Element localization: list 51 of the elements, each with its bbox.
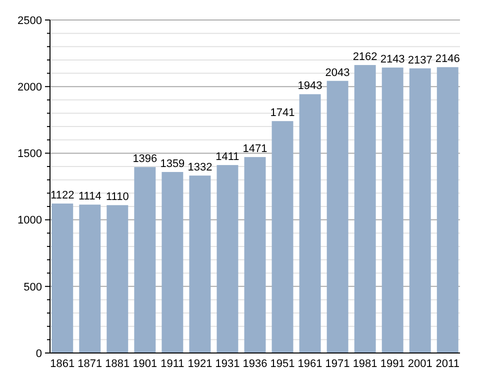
data-label: 1396 (132, 153, 158, 166)
data-label: 2043 (325, 66, 350, 79)
x-tick-label: 2011 (436, 358, 460, 370)
data-label: 1332 (188, 162, 212, 174)
x-tick-label: 1991 (380, 358, 405, 370)
x-tick-label: 1936 (242, 358, 268, 370)
bar (162, 172, 184, 353)
data-label: 1411 (216, 151, 240, 164)
data-label: 1471 (242, 143, 268, 156)
data-label: 1741 (270, 107, 295, 120)
bar (409, 68, 431, 353)
data-label: 2146 (435, 53, 460, 66)
data-label: 2162 (352, 51, 378, 64)
data-label: 1122 (50, 190, 74, 202)
x-tick-label: 1931 (215, 358, 240, 370)
x-tick-label: 2001 (408, 358, 432, 370)
x-tick-label: 1971 (325, 358, 350, 370)
data-label: 2143 (380, 54, 405, 66)
bar (326, 80, 348, 353)
bar (79, 204, 101, 353)
x-tick-label: 1981 (352, 358, 378, 370)
data-label: 1114 (78, 190, 102, 203)
bar (216, 165, 238, 353)
x-tick-label: 1951 (270, 358, 295, 370)
bar (52, 204, 74, 353)
bar (354, 65, 376, 353)
data-label: 2137 (408, 54, 432, 66)
y-tick-label: 0 (36, 348, 42, 360)
bar (382, 68, 404, 353)
bar (272, 121, 294, 353)
x-tick-label: 1881 (105, 358, 130, 370)
y-tick-label: 1500 (18, 148, 42, 160)
y-tick-label: 500 (24, 281, 42, 294)
y-tick-label: 1000 (18, 214, 42, 227)
x-tick-label: 1921 (188, 358, 212, 370)
x-tick-label: 1861 (50, 358, 75, 370)
x-tick-label: 1961 (298, 358, 322, 370)
data-label: 1359 (160, 158, 185, 170)
bar (134, 167, 156, 353)
bar (436, 67, 458, 353)
data-label: 1943 (298, 80, 322, 92)
x-tick-label: 1911 (160, 358, 184, 370)
bar (299, 94, 321, 353)
bar (106, 205, 128, 353)
y-tick-label: 2500 (18, 14, 42, 27)
x-tick-label: 1901 (132, 358, 158, 370)
bar (189, 176, 211, 353)
x-tick-label: 1871 (78, 358, 102, 370)
bar (244, 157, 266, 353)
data-label: 1110 (106, 191, 129, 204)
y-tick-label: 2000 (18, 81, 42, 94)
